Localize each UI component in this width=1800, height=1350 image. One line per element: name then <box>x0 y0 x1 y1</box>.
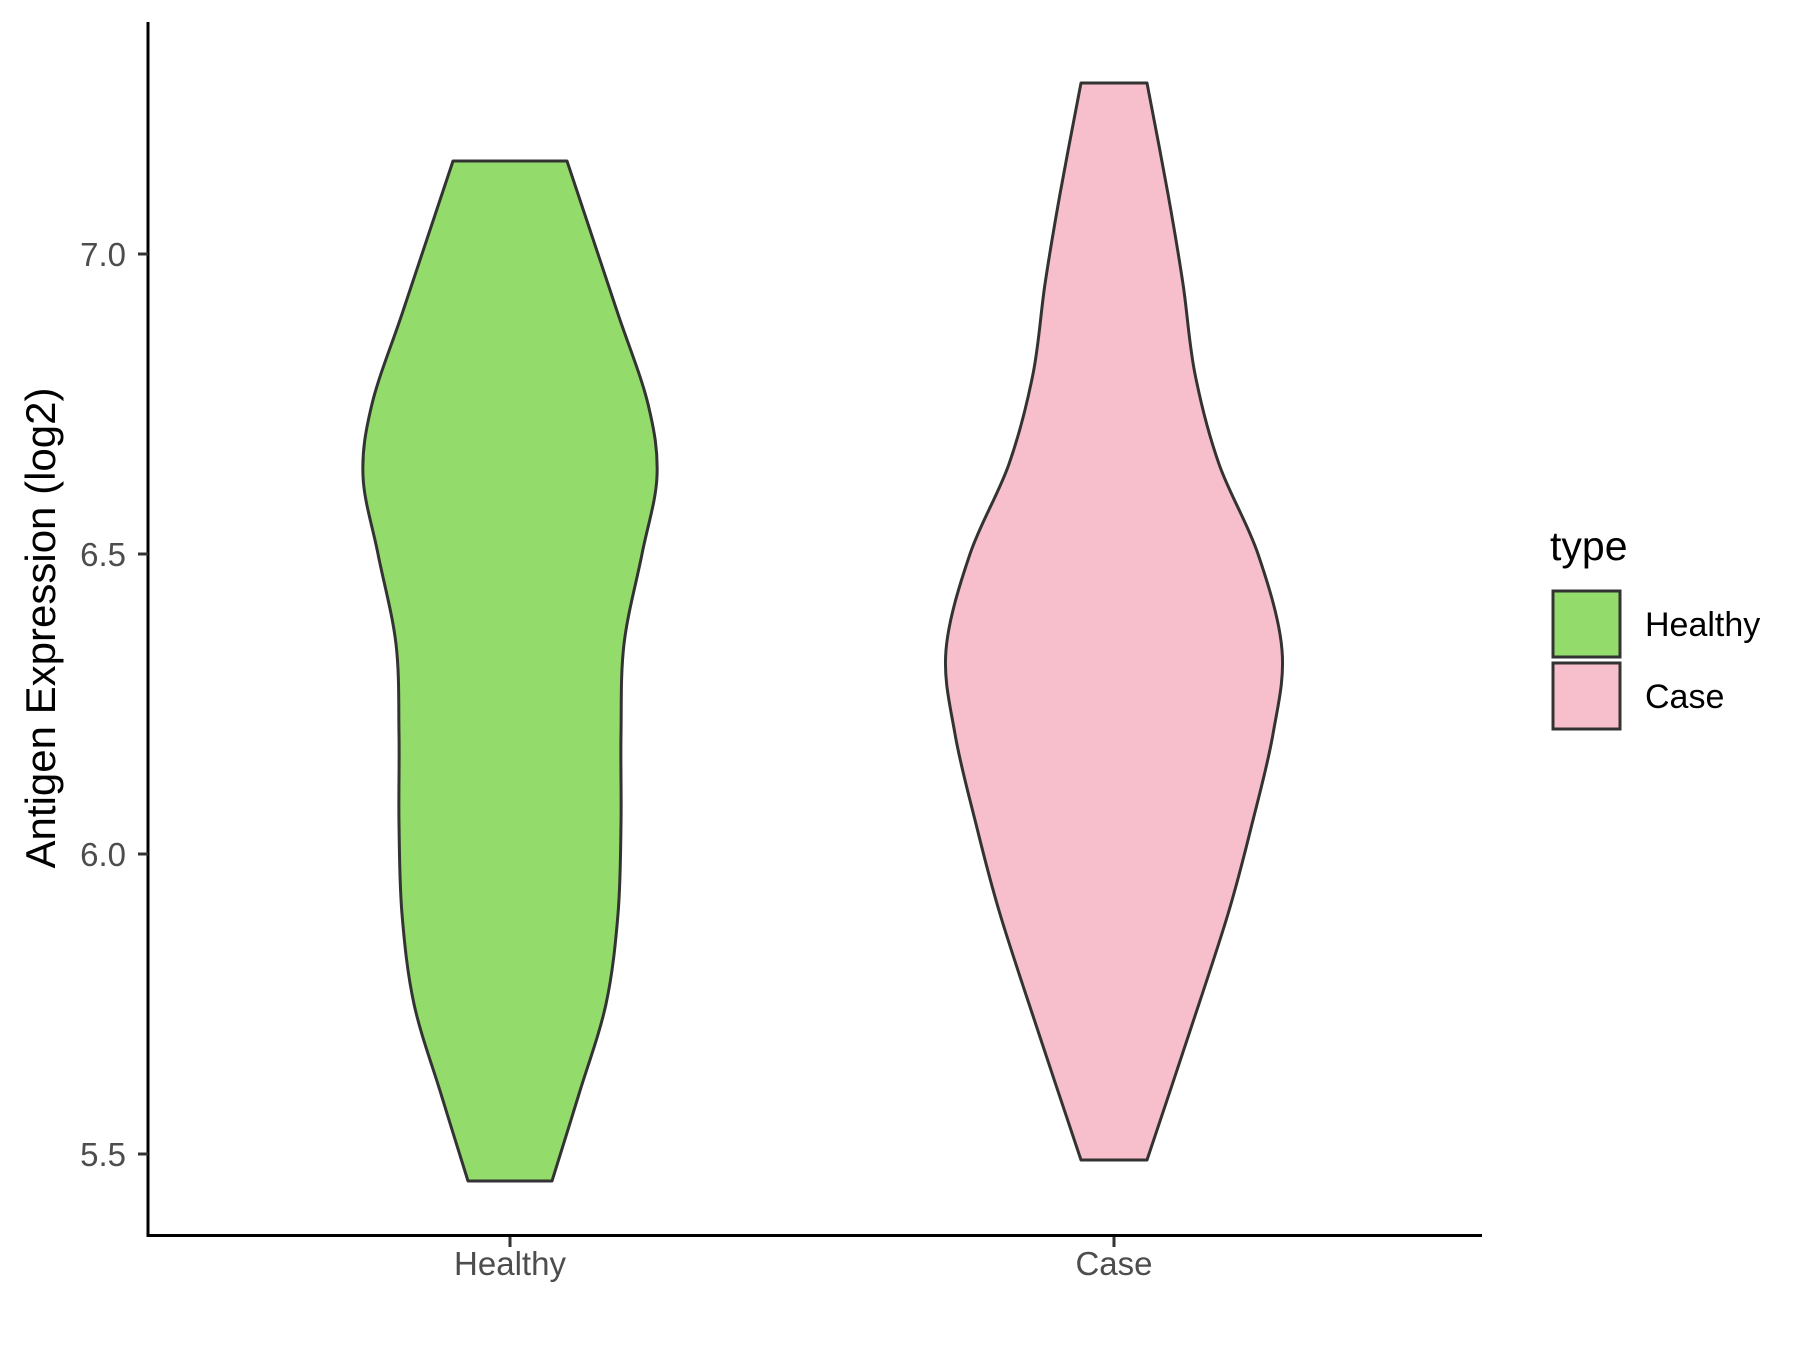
legend-label-healthy: Healthy <box>1645 606 1760 644</box>
y-tick-label: 7.0 <box>80 236 126 273</box>
legend-label-case: Case <box>1645 678 1724 716</box>
legend-key-case <box>1551 661 1622 731</box>
violin-healthy <box>361 159 659 1183</box>
legend-key-healthy <box>1551 589 1622 659</box>
x-axis-ticks: Healthy Case <box>454 1237 1153 1282</box>
violin-case <box>943 81 1285 1162</box>
y-tick-label: 6.0 <box>80 836 126 873</box>
legend-title: type <box>1550 523 1628 569</box>
x-tick-label-healthy: Healthy <box>454 1245 566 1282</box>
y-tick-label: 6.5 <box>80 536 126 573</box>
x-tick-label-case: Case <box>1075 1245 1152 1282</box>
y-axis-ticks: 5.5 6.0 6.5 7.0 <box>80 236 148 1173</box>
y-axis-title: Antigen Expression (log2) <box>17 388 64 869</box>
y-tick-label: 5.5 <box>80 1136 126 1173</box>
legend: type Healthy Case <box>1550 523 1760 731</box>
violin-layer <box>361 81 1285 1183</box>
